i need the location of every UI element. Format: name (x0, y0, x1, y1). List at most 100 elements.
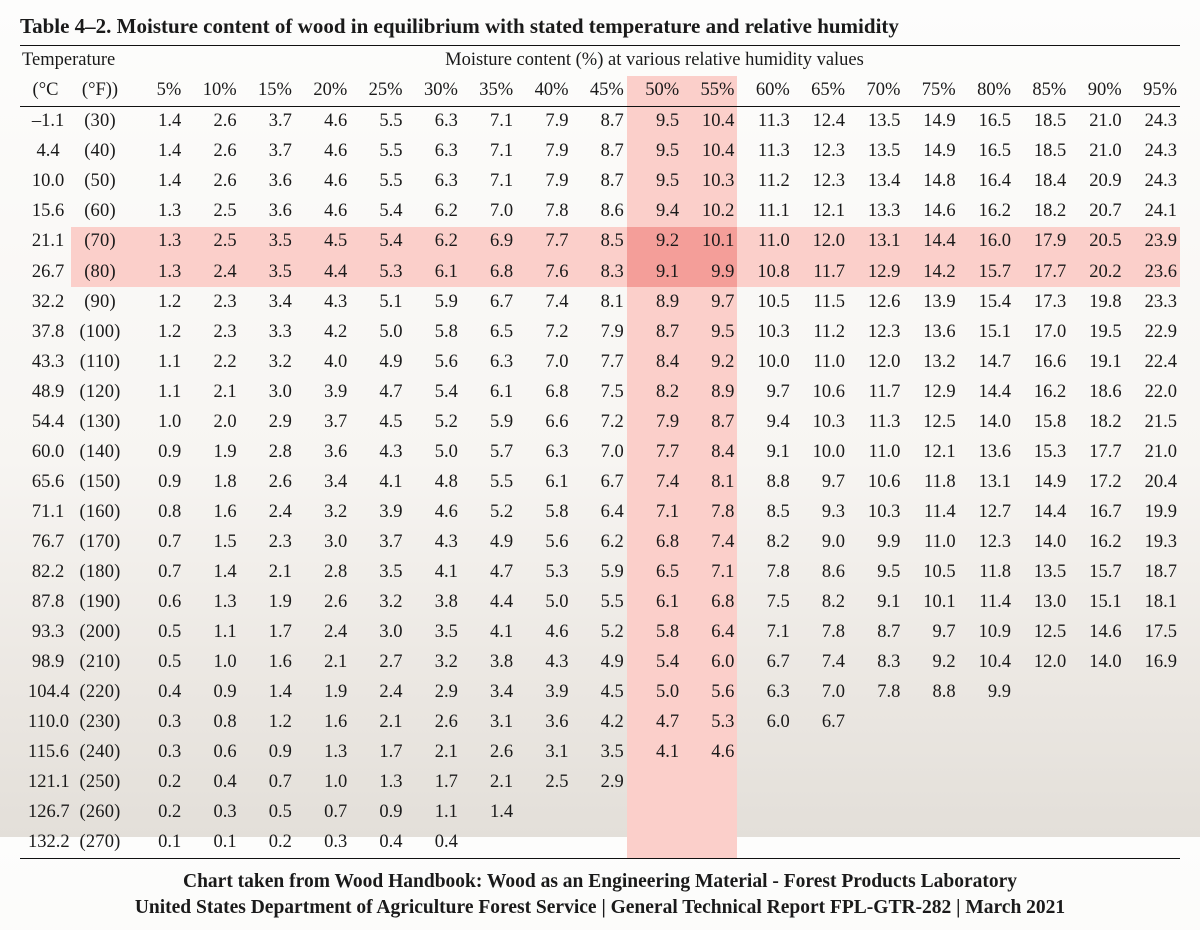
cell-value: 0.7 (129, 558, 184, 588)
cell-value: 17.3 (1014, 287, 1069, 317)
table-row: 93.3(200)0.51.11.72.43.03.54.14.65.25.86… (20, 618, 1180, 648)
cell-value: 7.1 (682, 558, 737, 588)
cell-value: 14.6 (903, 197, 958, 227)
cell-value: 1.6 (240, 648, 295, 678)
cell-value: 7.1 (461, 167, 516, 197)
cell-value: 7.1 (737, 618, 792, 648)
cell-value: 7.9 (516, 167, 571, 197)
cell-value: 4.3 (295, 287, 350, 317)
cell-value: 2.1 (240, 558, 295, 588)
cell-value: 15.1 (959, 317, 1014, 347)
cell-value: 17.5 (1125, 618, 1180, 648)
cell-value: 2.6 (461, 738, 516, 768)
cell-value: 8.6 (793, 558, 848, 588)
cell-value: 7.9 (627, 408, 682, 438)
cell-value: 10.8 (737, 257, 792, 287)
cell-value: 11.4 (959, 588, 1014, 618)
table-row: 60.0(140)0.91.92.83.64.35.05.76.37.07.78… (20, 438, 1180, 468)
cell-value: 0.4 (184, 768, 239, 798)
cell-value: 10.5 (737, 287, 792, 317)
cell-celsius: 110.0 (20, 708, 71, 738)
cell-value: 6.3 (516, 438, 571, 468)
cell-value: 2.4 (295, 618, 350, 648)
cell-fahrenheit: (50) (71, 167, 129, 197)
cell-celsius: 98.9 (20, 648, 71, 678)
cell-value: 4.6 (406, 498, 461, 528)
cell-value (959, 768, 1014, 798)
cell-value: 4.6 (295, 137, 350, 167)
cell-value: 3.0 (240, 378, 295, 408)
cell-value: 14.2 (903, 257, 958, 287)
cell-value: 1.1 (129, 378, 184, 408)
cell-value: 6.9 (461, 227, 516, 257)
cell-value: 13.2 (903, 347, 958, 377)
cell-value: 2.8 (240, 438, 295, 468)
cell-value (848, 738, 903, 768)
cell-value: 9.7 (903, 618, 958, 648)
cell-value: 4.0 (295, 347, 350, 377)
cell-value: 3.4 (461, 678, 516, 708)
cell-value: 11.0 (848, 438, 903, 468)
cell-value: 9.2 (627, 227, 682, 257)
cell-value: 11.0 (903, 528, 958, 558)
cell-value (737, 828, 792, 859)
cell-value (903, 708, 958, 738)
cell-value: 6.6 (516, 408, 571, 438)
cell-value: 9.7 (682, 287, 737, 317)
cell-value: 4.6 (516, 618, 571, 648)
cell-value: 12.3 (793, 137, 848, 167)
cell-fahrenheit: (110) (71, 347, 129, 377)
table-row: 98.9(210)0.51.01.62.12.73.23.84.34.95.46… (20, 648, 1180, 678)
cell-value: 0.6 (129, 588, 184, 618)
cell-value: 21.5 (1125, 408, 1180, 438)
cell-value: 7.4 (516, 287, 571, 317)
cell-value: 3.5 (240, 227, 295, 257)
cell-value: 6.8 (461, 257, 516, 287)
cell-value: 4.1 (350, 468, 405, 498)
cell-value: 2.6 (295, 588, 350, 618)
cell-value: 0.9 (129, 438, 184, 468)
cell-value: 0.4 (350, 828, 405, 859)
cell-value: 14.9 (903, 107, 958, 138)
cell-value: 4.7 (350, 378, 405, 408)
cell-value (1014, 708, 1069, 738)
cell-value: 0.2 (129, 798, 184, 828)
cell-value: 11.1 (737, 197, 792, 227)
cell-value: 7.4 (793, 648, 848, 678)
cell-value: 11.5 (793, 287, 848, 317)
cell-value: 0.5 (240, 798, 295, 828)
table-row: 104.4(220)0.40.91.41.92.42.93.43.94.55.0… (20, 678, 1180, 708)
header-humidity: 90% (1069, 76, 1124, 107)
table-row: –1.1(30)1.42.63.74.65.56.37.17.98.79.510… (20, 107, 1180, 138)
cell-value: 2.9 (240, 408, 295, 438)
cell-value: 5.6 (682, 678, 737, 708)
cell-value: 1.5 (184, 528, 239, 558)
cell-value (627, 828, 682, 859)
cell-value: 1.9 (184, 438, 239, 468)
cell-value: 0.9 (184, 678, 239, 708)
cell-value: 5.3 (516, 558, 571, 588)
cell-value: 1.4 (461, 798, 516, 828)
cell-value: 13.5 (1014, 558, 1069, 588)
cell-value: 8.2 (737, 528, 792, 558)
cell-value (959, 798, 1014, 828)
cell-fahrenheit: (270) (71, 828, 129, 859)
cell-value: 16.0 (959, 227, 1014, 257)
cell-value (1125, 768, 1180, 798)
cell-value (1014, 678, 1069, 708)
cell-value: 10.3 (793, 408, 848, 438)
cell-value: 9.4 (627, 197, 682, 227)
cell-value: 7.2 (516, 317, 571, 347)
header-humidity: 85% (1014, 76, 1069, 107)
cell-value: 0.6 (184, 738, 239, 768)
header-temperature: Temperature (20, 46, 129, 77)
cell-value: 11.8 (903, 468, 958, 498)
cell-value: 14.9 (903, 137, 958, 167)
cell-value (1014, 768, 1069, 798)
cell-value: 7.1 (461, 137, 516, 167)
header-humidity: 80% (959, 76, 1014, 107)
cell-value: 5.0 (406, 438, 461, 468)
cell-value: 2.2 (184, 347, 239, 377)
cell-value: 0.9 (129, 468, 184, 498)
cell-value: 24.3 (1125, 167, 1180, 197)
